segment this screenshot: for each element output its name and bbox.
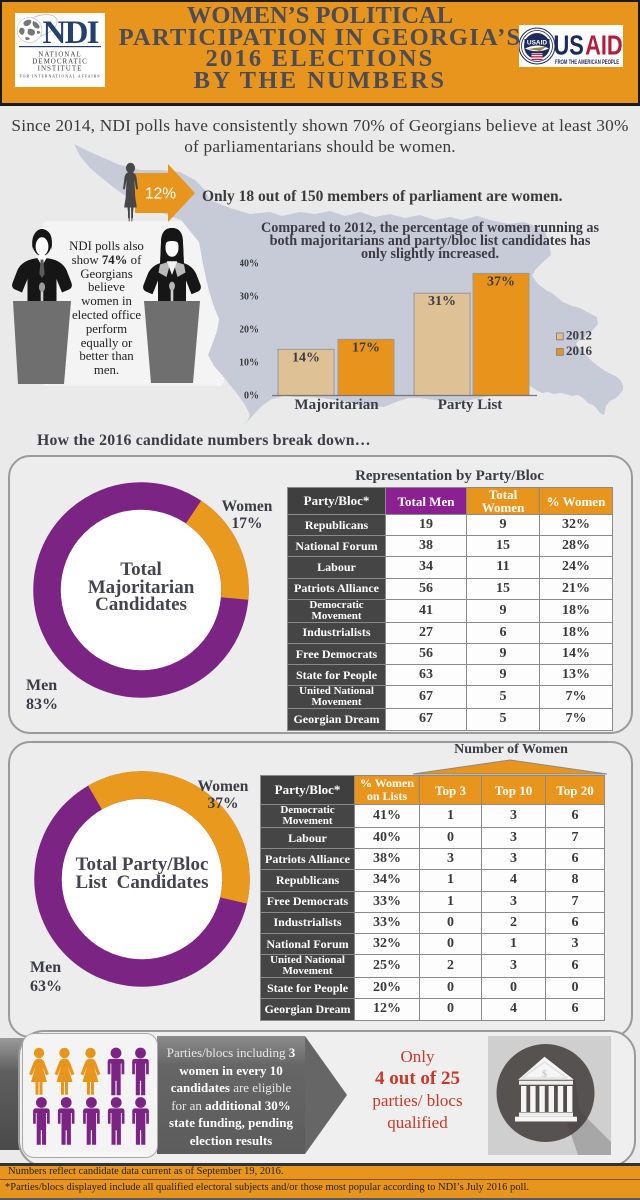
svg-text:40%: 40% xyxy=(240,259,259,270)
svg-text:USAID: USAID xyxy=(527,40,548,47)
svg-text:30%: 30% xyxy=(240,292,259,303)
svg-text:DEMOCRATIC: DEMOCRATIC xyxy=(32,58,88,66)
svg-text:$: $ xyxy=(542,1068,548,1080)
svg-text:31%: 31% xyxy=(428,294,456,309)
svg-text:10%: 10% xyxy=(240,358,259,369)
svg-text:14%: 14% xyxy=(292,350,320,365)
svg-text:Majoritarian: Majoritarian xyxy=(294,397,379,413)
svg-text:FOR INTERNATIONAL AFFAIRS: FOR INTERNATIONAL AFFAIRS xyxy=(20,75,101,79)
svg-text:17%: 17% xyxy=(352,340,380,355)
svg-text:Party List: Party List xyxy=(438,397,503,413)
svg-text:AID: AID xyxy=(585,30,623,61)
svg-text:20%: 20% xyxy=(240,325,259,336)
svg-text:INSTITUTE: INSTITUTE xyxy=(38,65,83,73)
svg-text:12%: 12% xyxy=(145,186,176,203)
svg-text:0%: 0% xyxy=(244,391,259,402)
svg-text:2016: 2016 xyxy=(566,343,593,358)
svg-text:FROM THE AMERICAN PEOPLE: FROM THE AMERICAN PEOPLE xyxy=(555,59,619,66)
svg-text:NATIONAL: NATIONAL xyxy=(38,51,81,59)
svg-text:2012: 2012 xyxy=(566,328,592,343)
svg-text:US: US xyxy=(554,30,584,61)
svg-text:37%: 37% xyxy=(487,274,515,289)
svg-text:NDI: NDI xyxy=(43,15,100,51)
